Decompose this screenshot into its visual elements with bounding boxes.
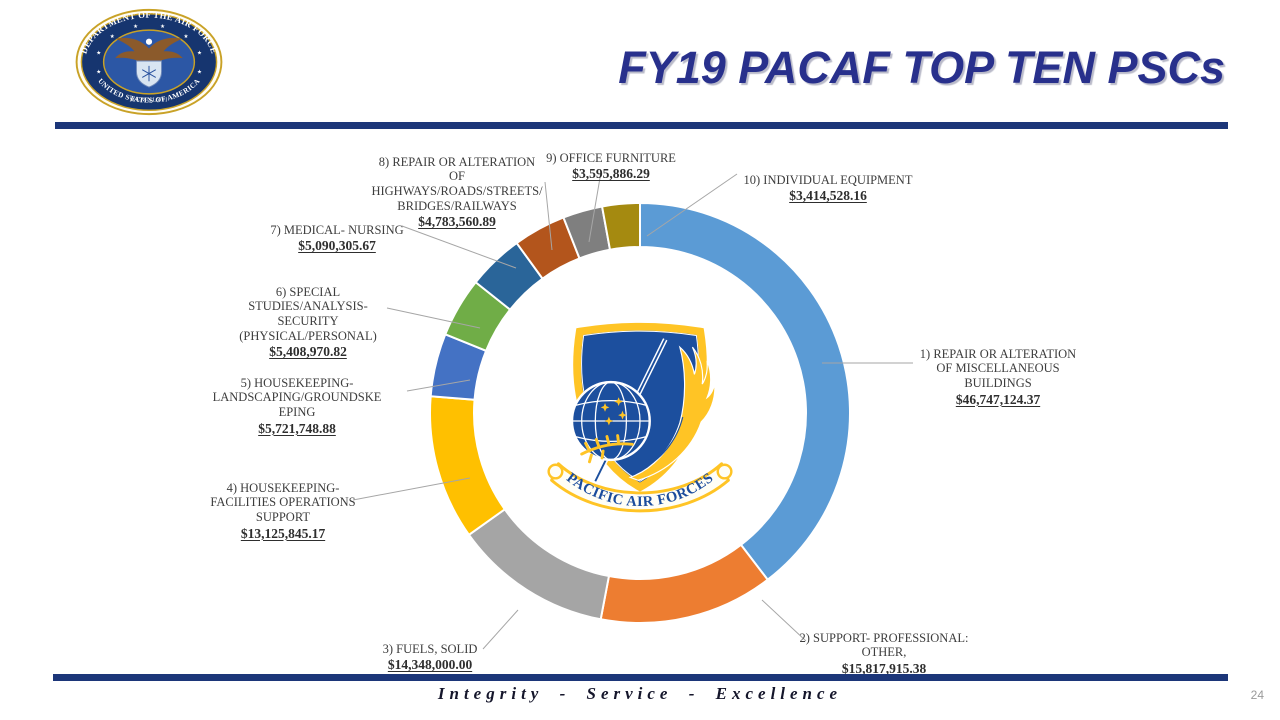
chart-label-2-text: 2) SUPPORT- PROFESSIONAL: OTHER, [799, 630, 969, 660]
chart-label-6-text: 6) SPECIAL STUDIES/ANALYSIS- SECURITY (P… [239, 284, 377, 343]
header-divider-bar [55, 122, 1228, 129]
chart-label-2-amount: $15,817,915.38 [841, 660, 927, 676]
svg-text:★: ★ [133, 24, 138, 30]
donut-segment-3 [467, 507, 611, 621]
donut-segment-10 [600, 201, 641, 251]
donut-segment-2 [599, 543, 770, 624]
donut-segment-9 [562, 205, 612, 260]
chart-label-1-amount: $46,747,124.37 [955, 391, 1041, 407]
chart-label-7-amount: $5,090,305.67 [298, 238, 376, 254]
seal-shield-star [142, 65, 156, 82]
chart-label-9: 9) OFFICE FURNITURE $3,595,886.29 [531, 136, 691, 197]
svg-text:★: ★ [184, 34, 189, 40]
donut-segment-6 [444, 280, 512, 353]
chart-label-3: 3) FUELS, SOLID $14,348,000.00 [340, 627, 520, 688]
chart-label-3-amount: $14,348,000.00 [387, 657, 473, 673]
emblem-branch [580, 434, 634, 464]
chart-label-2: 2) SUPPORT- PROFESSIONAL: OTHER, $15,817… [784, 616, 984, 691]
chart-label-9-text: 9) OFFICE FURNITURE [546, 150, 676, 165]
chart-label-8-amount: $4,783,560.89 [418, 214, 496, 230]
svg-text:★: ★ [197, 70, 202, 76]
chart-label-7-text: 7) MEDICAL- NURSING [270, 222, 404, 237]
chart-label-5-amount: $5,721,748.88 [258, 420, 336, 436]
emblem-wing-feathers [639, 416, 684, 471]
chart-label-8-text: 8) REPAIR OR ALTERATION OF HIGHWAYS/ROAD… [371, 154, 543, 213]
chart-label-9-amount: $3,595,886.29 [572, 166, 650, 182]
chart-label-10-amount: $3,414,528.16 [789, 188, 867, 204]
chart-label-6-amount: $5,408,970.82 [269, 344, 347, 360]
page-number: 24 [1250, 688, 1264, 702]
chart-label-5: 5) HOUSEKEEPING- LANDSCAPING/GROUNDSKE E… [202, 361, 392, 451]
emblem-stars [600, 397, 627, 426]
seal-eagle-head [145, 38, 153, 45]
seal-eagle [115, 37, 183, 63]
emblem-wing [628, 345, 716, 481]
donut-segment-7 [474, 241, 544, 312]
svg-text:★: ★ [110, 34, 115, 40]
leader-line-5 [406, 379, 471, 392]
pacific-air-forces-emblem: PACIFIC AIR FORCES [547, 322, 733, 513]
svg-text:★: ★ [197, 50, 202, 56]
donut-segment-5 [429, 332, 488, 401]
chart-label-6: 6) SPECIAL STUDIES/ANALYSIS- SECURITY (P… [218, 270, 398, 375]
chart-label-4-text: 4) HOUSEKEEPING- FACILITIES OPERATIONS S… [210, 480, 356, 524]
slide-title: FY19 PACAF TOP TEN PSCs [618, 42, 1225, 93]
chart-label-5-text: 5) HOUSEKEEPING- LANDSCAPING/GROUNDSKE E… [212, 375, 382, 419]
chart-label-1: 1) REPAIR OR ALTERATION OF MISCELLANEOUS… [898, 332, 1098, 422]
chart-label-4-amount: $13,125,845.17 [240, 525, 326, 541]
chart-label-8: 8) REPAIR OR ALTERATION OF HIGHWAYS/ROAD… [367, 140, 547, 245]
footer-motto: Integrity - Service - Excellence [437, 684, 843, 703]
leader-line-6 [386, 307, 481, 329]
chart-label-10: 10) INDIVIDUAL EQUIPMENT $3,414,528.16 [738, 158, 918, 219]
svg-text:★: ★ [96, 70, 101, 76]
chart-label-4: 4) HOUSEKEEPING- FACILITIES OPERATIONS S… [188, 466, 378, 556]
chart-label-3-text: 3) FUELS, SOLID [382, 641, 478, 656]
svg-text:★: ★ [160, 24, 165, 30]
seal-year-text: MCMXLVII [130, 98, 169, 104]
chart-label-1-text: 1) REPAIR OR ALTERATION OF MISCELLANEOUS… [919, 346, 1077, 390]
footer-divider-bar [53, 674, 1228, 681]
seal-stars: ★ ★ ★ ★ ★ ★ ★ ★ [96, 24, 202, 75]
department-of-the-air-force-seal: DEPARTMENT OF THE AIR FORCE UNITED STATE… [75, 8, 223, 116]
svg-text:★: ★ [96, 50, 101, 56]
chart-label-7: 7) MEDICAL- NURSING $5,090,305.67 [247, 208, 427, 269]
donut-segment-4 [429, 395, 507, 537]
chart-label-10-text: 10) INDIVIDUAL EQUIPMENT [743, 172, 913, 187]
